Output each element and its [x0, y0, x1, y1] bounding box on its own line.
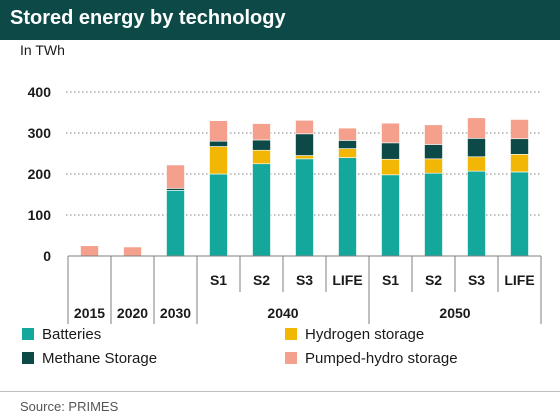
bar-segment	[252, 163, 271, 257]
bar-segment	[510, 138, 529, 155]
bar-segment	[381, 122, 400, 144]
bar-segment	[166, 188, 185, 191]
legend-label: Methane Storage	[42, 350, 157, 367]
bar-segment	[252, 123, 271, 141]
bar-segment	[80, 245, 99, 257]
bar-segment	[295, 119, 314, 135]
bar-segment	[295, 155, 314, 160]
x-group-label: 2020	[117, 305, 148, 321]
bar-segment	[467, 138, 486, 158]
bar-segment	[166, 190, 185, 257]
bar-segment	[209, 140, 228, 147]
x-tick-label: LIFE	[504, 272, 534, 288]
y-tick-label: 100	[28, 207, 52, 223]
x-tick-label: LIFE	[332, 272, 362, 288]
bar-segment	[295, 133, 314, 156]
bar-segment	[424, 124, 443, 145]
bar-segment	[424, 158, 443, 174]
unit-label: In TWh	[20, 42, 65, 58]
bar-segment	[467, 156, 486, 172]
x-tick-label: S1	[210, 272, 227, 288]
legend: Batteries Hydrogen storage Methane Storage…	[22, 326, 458, 367]
y-tick-label: 200	[28, 166, 52, 182]
title-bar: Stored energy by technology	[0, 0, 560, 40]
x-tick-label: S3	[468, 272, 485, 288]
x-tick-label: S1	[382, 272, 399, 288]
legend-swatch	[285, 352, 297, 364]
stacked-bar-chart: 0 100 200 300 400 2015 2020 2030 S1 S2 S3 LIFE 2040…	[22, 84, 542, 367]
x-tick-label: S2	[253, 272, 270, 288]
bar-segment	[381, 158, 400, 176]
bar-segment	[424, 172, 443, 257]
bar-segment	[510, 154, 529, 173]
bar-segment	[338, 140, 357, 149]
source-divider	[0, 391, 560, 392]
legend-swatch	[22, 352, 34, 364]
bar-segment	[209, 173, 228, 257]
bar-segment	[295, 158, 314, 257]
bar-segment	[338, 148, 357, 158]
bar-segment	[467, 170, 486, 257]
chart-title: Stored energy by technology	[10, 7, 286, 29]
bar-segment	[209, 146, 228, 175]
x-axis: 2015 2020 2030 S1 S2 S3 LIFE 2040 S1 S2 S3 LIFE 2050	[67, 255, 542, 324]
bar-segment	[510, 119, 529, 140]
y-tick-label: 300	[28, 125, 52, 141]
x-group-label: 2050	[439, 305, 470, 321]
bar-segment	[381, 174, 400, 257]
legend-swatch	[22, 328, 34, 340]
bar-segment	[338, 127, 357, 141]
legend-swatch	[285, 328, 297, 340]
legend-label: Batteries	[42, 326, 101, 343]
bar-segment	[252, 139, 271, 151]
bar-segment	[252, 149, 271, 165]
y-tick-label: 400	[28, 84, 52, 100]
bar-segment	[166, 164, 185, 189]
bar-segment	[123, 246, 142, 257]
bar-segment	[467, 117, 486, 139]
legend-label: Pumped-hydro storage	[305, 350, 458, 367]
y-tick-label: 0	[43, 248, 51, 264]
legend-label: Hydrogen storage	[305, 326, 424, 343]
bar-segment	[510, 171, 529, 257]
y-axis-ticks: 0 100 200 300 400	[28, 84, 52, 264]
x-tick-label: S2	[425, 272, 442, 288]
x-tick-label: S3	[296, 272, 313, 288]
bar-segment	[424, 144, 443, 160]
source-note: Source: PRIMES	[20, 399, 119, 414]
x-group-label: 2040	[267, 305, 298, 321]
bar-segment	[338, 157, 357, 257]
bars	[80, 117, 529, 257]
x-group-label: 2015	[74, 305, 105, 321]
x-group-label: 2030	[160, 305, 191, 321]
bar-segment	[209, 120, 228, 142]
bar-segment	[381, 142, 400, 160]
